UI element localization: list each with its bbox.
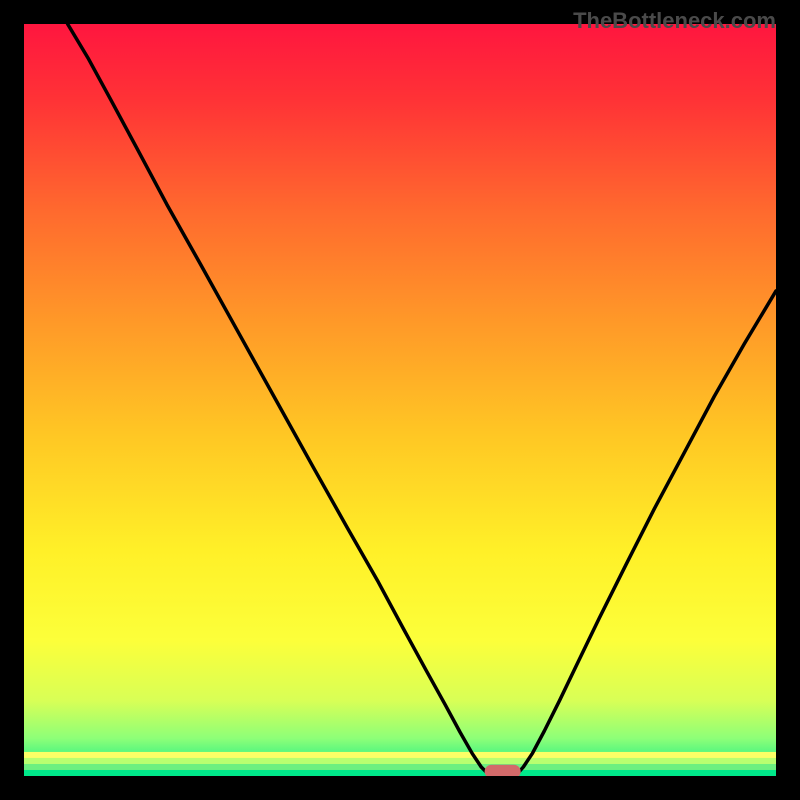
watermark-label: TheBottleneck.com	[573, 8, 776, 34]
green-band	[24, 752, 776, 776]
minimum-marker	[485, 765, 521, 776]
bottleneck-curve	[68, 24, 776, 774]
gradient-background	[24, 24, 776, 776]
plot-area	[24, 24, 776, 776]
curve-svg	[24, 24, 776, 776]
chart-frame: TheBottleneck.com	[0, 0, 800, 800]
